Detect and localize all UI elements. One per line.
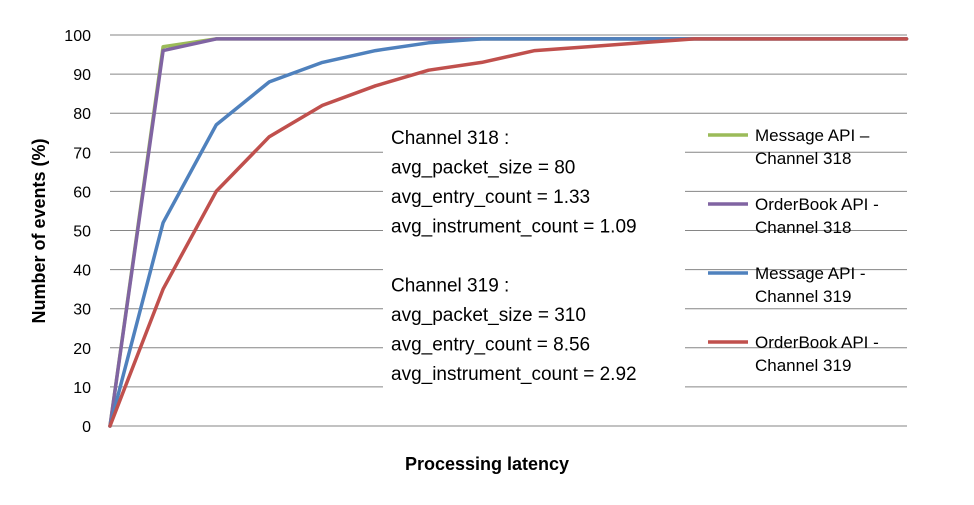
- y-tick-label: 90: [73, 67, 91, 84]
- y-tick-label: 60: [73, 184, 91, 201]
- y-axis-ticks: 0 10 20 30 40 50 60 70 80 90 100: [64, 28, 91, 436]
- legend-label: OrderBook API -: [755, 195, 879, 214]
- annotation-line: avg_instrument_count = 1.09: [391, 217, 637, 238]
- y-tick-label: 50: [73, 224, 91, 241]
- legend-label: Message API –: [755, 126, 870, 145]
- legend-label: Channel 319: [755, 287, 851, 306]
- legend-label: Channel 318: [755, 149, 851, 168]
- y-tick-label: 100: [64, 28, 91, 45]
- series-lines: [108, 37, 909, 428]
- y-tick-label: 20: [73, 341, 91, 358]
- series-line: [108, 37, 909, 428]
- y-tick-label: 70: [73, 145, 91, 162]
- annotation-line: Channel 319 :: [391, 276, 509, 297]
- x-axis-title: Processing latency: [405, 454, 569, 474]
- annotation-line: avg_packet_size = 310: [391, 305, 586, 326]
- y-tick-label: 10: [73, 380, 91, 397]
- legend-label: Channel 319: [755, 356, 851, 375]
- y-tick-label: 30: [73, 302, 91, 319]
- y-tick-label: 40: [73, 263, 91, 280]
- annotation-line: avg_instrument_count = 2.92: [391, 364, 637, 385]
- annotation-line: avg_packet_size = 80: [391, 158, 575, 179]
- y-tick-label: 0: [82, 419, 91, 436]
- annotation-line: avg_entry_count = 1.33: [391, 187, 590, 208]
- legend-label: Channel 318: [755, 218, 851, 237]
- legend-label: OrderBook API -: [755, 333, 879, 352]
- annotation-text: Channel 318 : avg_packet_size = 80 avg_ent…: [391, 128, 637, 385]
- annotation-line: avg_entry_count = 8.56: [391, 335, 590, 356]
- legend: Message API – Channel 318 OrderBook API - C…: [708, 126, 879, 375]
- annotation-line: Channel 318 :: [391, 128, 509, 149]
- y-tick-label: 80: [73, 106, 91, 123]
- annotation-box: [383, 118, 685, 388]
- legend-label: Message API -: [755, 264, 866, 283]
- y-axis-title: Number of events (%): [29, 138, 49, 323]
